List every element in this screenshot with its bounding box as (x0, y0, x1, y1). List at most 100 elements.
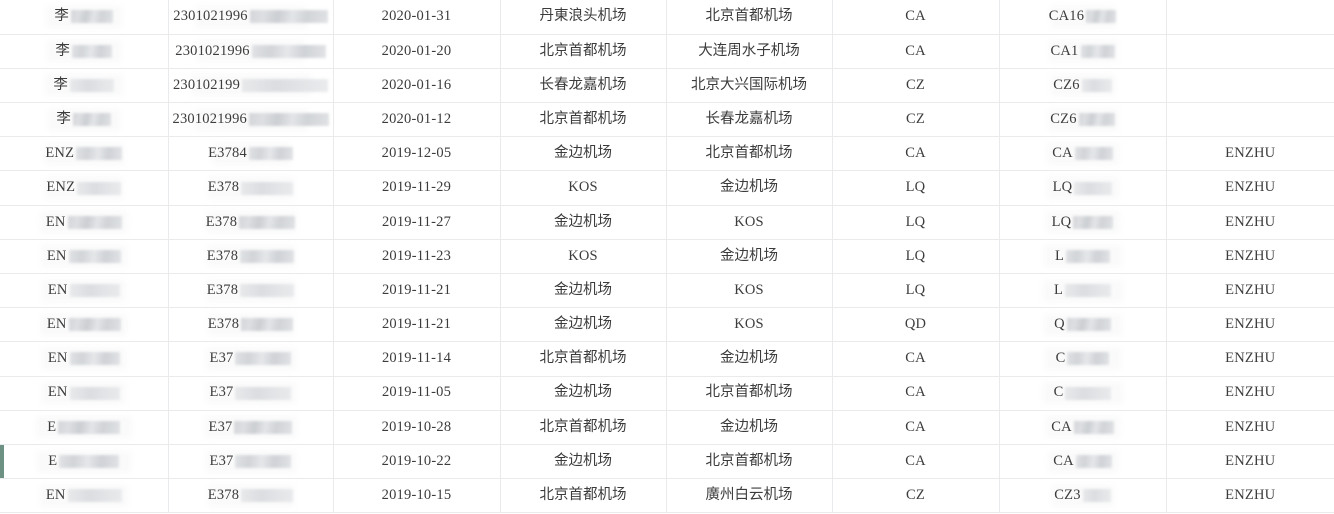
departure-airport-cell-text: 金边机场 (554, 316, 612, 333)
flight-number-cell: CZ6 (999, 68, 1167, 104)
passenger-name-cell-text: EN (47, 384, 68, 401)
passenger-name-cell: 李 (0, 68, 169, 104)
flight-date-cell: 2019-10-15 (333, 478, 501, 514)
flight-number-cell: CA (999, 136, 1167, 172)
flight-number-cell: CA (999, 410, 1167, 445)
flight-number-cell-redaction (1086, 10, 1117, 24)
table-row[interactable]: E E37 2019-10-28 北京首都机场 金边机场 CA CA ENZHU (0, 410, 1334, 445)
carrier-code-cell-text: CA (905, 350, 926, 367)
flight-number-cell-text: CA1 (1050, 42, 1079, 59)
id-number-cell-text: E378 (205, 213, 238, 230)
table-row[interactable]: EN E378 2019-11-27 金边机场 KOS LQ LQ ENZHU (0, 205, 1334, 240)
flight-date-cell: 2020-01-12 (333, 102, 501, 138)
table-row[interactable]: 李 2301021996 2020-01-31 丹東浪头机场 北京首都机场 CA CA16 (0, 0, 1334, 35)
carrier-code-cell: CA (832, 34, 1000, 69)
passenger-name-cell: 李 (0, 0, 169, 35)
id-number-cell-text: E378 (207, 179, 240, 196)
table-row[interactable]: E E37 2019-10-22 金边机场 北京首都机场 CA CA ENZHU (0, 444, 1334, 480)
flight-date-cell-text: 2019-10-22 (381, 452, 452, 469)
id-number-cell-text: E3784 (208, 145, 247, 162)
arrival-airport-cell: 大连周水子机场 (666, 34, 833, 69)
passenger-name-cell-text: E (47, 418, 57, 435)
table-row[interactable]: EN E378 2019-11-23 KOS 金边机场 LQ L ENZHU (0, 239, 1334, 275)
operator-code-cell: ENZHU (1166, 478, 1334, 514)
carrier-code-cell: CA (832, 444, 1000, 480)
flight-date-cell: 2019-11-21 (333, 307, 501, 343)
flight-number-cell-text: CA (1053, 452, 1074, 469)
departure-airport-cell-text: 北京首都机场 (539, 42, 627, 59)
flight-number-cell-text: CA (1051, 418, 1072, 435)
table-row[interactable]: 李 2301021996 2020-01-12 北京首都机场 长春龙嘉机场 CZ CZ6 (0, 102, 1334, 138)
flight-number-cell-redaction (1078, 113, 1115, 127)
flight-number-cell: L (999, 273, 1167, 309)
arrival-airport-cell-text: 北京首都机场 (705, 452, 793, 469)
carrier-code-cell: LQ (832, 170, 1000, 206)
id-number-cell-text: 230102199 (172, 76, 241, 93)
id-number-cell-redaction (241, 489, 294, 503)
flight-number-cell-redaction (1066, 318, 1111, 332)
table-row[interactable]: EN E378 2019-11-21 金边机场 KOS LQ L ENZHU (0, 273, 1334, 309)
table-row[interactable]: EN E37 2019-11-05 金边机场 北京首都机场 CA C ENZHU (0, 376, 1334, 411)
table-row[interactable]: 李 230102199 2020-01-16 长春龙嘉机场 北京大兴国际机场 CZ CZ6 (0, 68, 1334, 104)
passenger-name-cell-text: EN (47, 281, 68, 298)
departure-airport-cell: 金边机场 (500, 307, 667, 343)
departure-airport-cell: 金边机场 (500, 444, 667, 480)
arrival-airport-cell-text: KOS (734, 316, 764, 333)
carrier-code-cell: CA (832, 376, 1000, 411)
operator-code-cell: ENZHU (1166, 170, 1334, 206)
carrier-code-cell: CA (832, 410, 1000, 445)
id-number-cell: E378 (168, 239, 334, 275)
table-row[interactable]: ENZ E3784 2019-12-05 金边机场 北京首都机场 CA CA ENZHU (0, 136, 1334, 172)
departure-airport-cell: 金边机场 (500, 136, 667, 172)
departure-airport-cell: 北京首都机场 (500, 478, 667, 514)
arrival-airport-cell-text: 北京大兴国际机场 (691, 76, 807, 93)
id-number-cell-redaction (240, 249, 295, 263)
operator-code-cell-text: ENZHU (1225, 487, 1276, 504)
table-row[interactable]: EN E378 2019-11-21 金边机场 KOS QD Q ENZHU (0, 307, 1334, 343)
flight-number-cell-redaction (1074, 147, 1113, 161)
operator-code-cell (1166, 0, 1334, 35)
arrival-airport-cell: KOS (666, 205, 833, 240)
carrier-code-cell-text: LQ (905, 281, 926, 298)
flight-date-cell: 2019-11-21 (333, 273, 501, 309)
id-number-cell-redaction (242, 78, 329, 92)
operator-code-cell: ENZHU (1166, 239, 1334, 275)
flight-number-cell-redaction (1080, 44, 1115, 58)
id-number-cell: E37 (168, 376, 334, 411)
flight-date-cell-text: 2019-11-05 (381, 384, 452, 401)
table-row[interactable]: EN E378 2019-10-15 北京首都机场 廣州白云机场 CZ CZ3 ENZHU (0, 478, 1334, 514)
operator-code-cell-text: ENZHU (1225, 281, 1276, 298)
flight-date-cell: 2019-10-22 (333, 444, 501, 480)
departure-airport-cell-text: 金边机场 (554, 384, 612, 401)
table-row[interactable]: 李 2301021996 2020-01-20 北京首都机场 大连周水子机场 CA CA1 (0, 34, 1334, 69)
arrival-airport-cell-text: KOS (734, 281, 764, 298)
departure-airport-cell: 金边机场 (500, 376, 667, 411)
id-number-cell: 2301021996 (168, 102, 334, 138)
passenger-name-cell-text: EN (45, 487, 66, 504)
departure-airport-cell-text: 北京首都机场 (539, 487, 627, 504)
flight-number-cell-text: L (1053, 281, 1064, 298)
id-number-cell-text: 2301021996 (173, 8, 248, 25)
table-row[interactable]: ENZ E378 2019-11-29 KOS 金边机场 LQ LQ ENZHU (0, 170, 1334, 206)
arrival-airport-cell: 北京首都机场 (666, 0, 833, 35)
passenger-name-cell-redaction (58, 420, 121, 434)
passenger-name-cell-text: 李 (56, 110, 72, 127)
flight-number-cell-text: CA (1052, 145, 1073, 162)
departure-airport-cell: 金边机场 (500, 205, 667, 240)
passenger-name-cell-text: 李 (55, 42, 71, 59)
arrival-airport-cell-text: 金边机场 (720, 350, 778, 367)
passenger-name-cell: E (0, 410, 169, 445)
passenger-name-cell-redaction (69, 284, 120, 298)
departure-airport-cell-text: 金边机场 (554, 281, 612, 298)
carrier-code-cell: CZ (832, 68, 1000, 104)
passenger-name-cell-text: 李 (53, 76, 69, 93)
table-row[interactable]: EN E37 2019-11-14 北京首都机场 金边机场 CA C ENZHU (0, 341, 1334, 377)
flight-number-cell: Q (999, 307, 1167, 343)
flight-number-cell-redaction (1066, 249, 1111, 263)
passenger-name-cell-text: EN (46, 247, 67, 264)
id-number-cell-redaction (241, 181, 294, 195)
carrier-code-cell: CZ (832, 102, 1000, 138)
operator-code-cell-text: ENZHU (1225, 418, 1276, 435)
departure-airport-cell-text: 金边机场 (554, 145, 612, 162)
